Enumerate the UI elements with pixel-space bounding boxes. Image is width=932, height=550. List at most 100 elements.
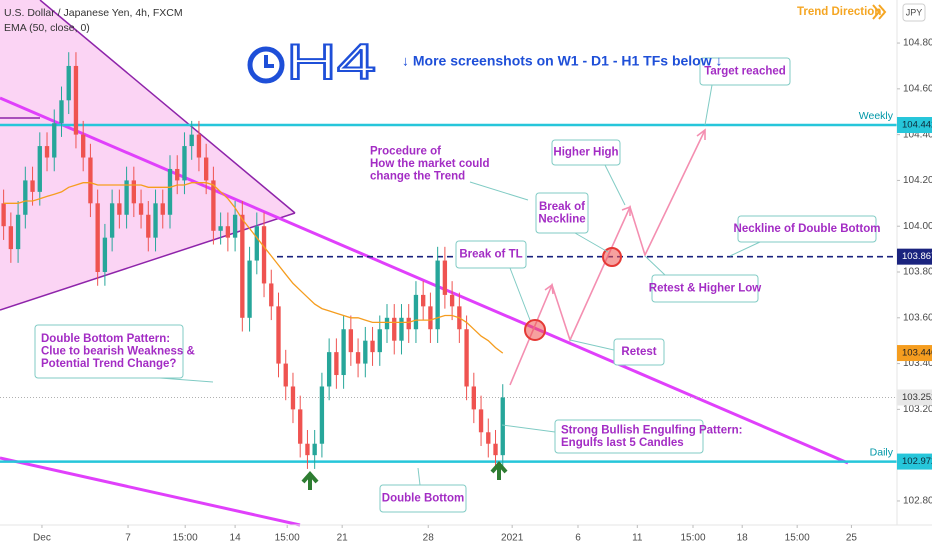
annotation-text: Clue to bearish Weakness & — [41, 346, 195, 358]
candle-body — [283, 363, 288, 387]
candle-body — [131, 180, 136, 204]
candle-body — [37, 146, 42, 192]
pointer — [159, 377, 214, 383]
annotation-text: Break of TL — [459, 249, 522, 261]
candle-body — [124, 180, 129, 215]
x-tick-label: Dec — [33, 533, 51, 544]
x-tick-label: 15:00 — [680, 533, 705, 544]
candle-body — [225, 226, 231, 238]
annotation-text: Strong Bullish Engulfing Pattern: — [561, 424, 742, 436]
candle-body — [254, 226, 259, 261]
annotation-box — [613, 338, 665, 366]
green-arrow — [490, 460, 508, 480]
candle-body — [247, 260, 252, 318]
candle-body — [218, 226, 223, 231]
annotation-text: Engulfs last 5 Candles — [561, 437, 684, 449]
arrow-head — [544, 283, 554, 295]
trendline-lower — [0, 456, 301, 527]
candle-body — [290, 386, 296, 410]
title: U.S. Dollar / Japanese Yen, 4h, FXCM — [4, 7, 183, 19]
projection — [159, 84, 761, 490]
candle-body — [138, 203, 144, 215]
candle-body — [88, 157, 93, 204]
candle-body — [240, 214, 245, 318]
annotation-text: Neckline of Double Bottom — [734, 223, 881, 235]
x-tick-label: 28 — [423, 533, 435, 544]
price-tags: 104.442 103.867 102.972 103.252 103.446 — [897, 117, 932, 470]
candle-body — [464, 329, 469, 387]
candle-body — [298, 409, 303, 444]
level-tag-label: 104.442 — [902, 120, 932, 131]
indicator: EMA (50, close, 0) — [4, 22, 90, 34]
candle-body — [30, 180, 35, 192]
candle-body — [305, 443, 310, 456]
price-tag-label: 103.252 — [902, 392, 932, 403]
clock-icon — [247, 46, 285, 84]
candle-body — [109, 203, 115, 238]
currency-box — [902, 3, 926, 22]
annotation-text: change the Trend — [370, 171, 465, 183]
marker-circle — [602, 247, 622, 267]
projection-path — [509, 129, 706, 386]
y-tick-label: 103.800 — [903, 267, 932, 278]
ema-tag-label: 103.446 — [902, 348, 932, 359]
y-tick-label: 102.800 — [903, 496, 932, 507]
ema-line — [3, 182, 504, 354]
x-tick-label: 15:00 — [173, 533, 198, 544]
levels: Weekly Daily — [0, 110, 897, 463]
candle-body — [269, 283, 274, 307]
drawings — [0, 0, 849, 527]
candle-body — [175, 168, 180, 181]
candle-body — [413, 294, 419, 330]
x-tick-label: 15:00 — [275, 533, 300, 544]
y-tick-label: 104.000 — [903, 221, 932, 232]
level-tag — [897, 453, 932, 470]
annotation-box — [651, 274, 759, 303]
trend-label: Trend Direction: — [797, 6, 885, 18]
candle-body — [319, 386, 325, 444]
annotation-text: Higher High — [553, 147, 618, 159]
x-tick-label: 11 — [632, 533, 643, 544]
x-tick-label: 2021 — [501, 533, 524, 544]
candle-body — [355, 352, 361, 364]
annotation-text: How the market could — [370, 158, 490, 170]
chevrons — [872, 4, 887, 20]
candle-body — [370, 340, 375, 353]
y-tick-label: 104.800 — [903, 38, 932, 49]
level-tag-label: 103.867 — [902, 251, 932, 262]
candle-body — [95, 203, 100, 273]
annotation-box — [554, 419, 704, 454]
candle-body — [326, 352, 332, 387]
candle-body — [363, 340, 368, 364]
arrow-head — [621, 205, 631, 216]
level-name: Daily — [870, 446, 894, 458]
candle-body — [493, 443, 498, 456]
marker-circle — [524, 319, 546, 341]
annotation-box — [737, 215, 877, 243]
x-tick-label: 15:00 — [785, 533, 810, 544]
candle-body — [406, 317, 411, 330]
clock-hands — [264, 55, 274, 68]
annotation-text: Break of — [539, 201, 585, 213]
candle-body — [44, 146, 50, 158]
annotation-text: Double Bottom — [382, 493, 464, 505]
y-tick-label: 103.200 — [903, 404, 932, 415]
annotation-text: Retest & Higher Low — [649, 283, 762, 295]
candle-body — [196, 134, 202, 158]
candle-body — [52, 123, 57, 158]
arrow-head — [696, 128, 706, 140]
candle-body — [341, 329, 346, 376]
subtitle: ↓ More screenshots on W1 - D1 - H1 TFs b… — [402, 53, 723, 69]
level-name: Weekly — [859, 110, 894, 122]
logo-text: H4 — [286, 34, 376, 90]
annotation-text: Potential Trend Change? — [41, 358, 176, 370]
annotation-text: Procedure of — [370, 146, 441, 158]
price-tag — [897, 389, 932, 406]
candle-body — [15, 214, 21, 250]
currency: JPY — [906, 7, 923, 17]
pointer — [644, 255, 666, 276]
pointer — [569, 339, 615, 351]
level-tag — [897, 117, 932, 134]
candle-body — [160, 203, 165, 215]
